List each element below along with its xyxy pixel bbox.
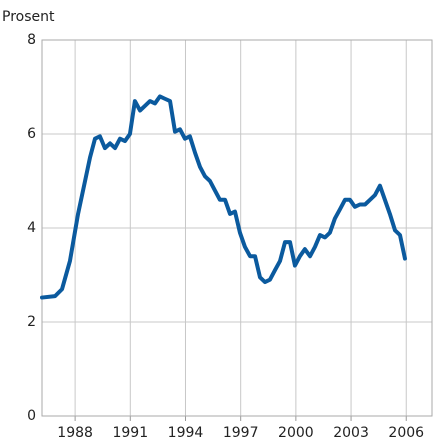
plot-frame: [41, 39, 433, 417]
data-line: [40, 94, 407, 300]
y-axis-label: Prosent: [2, 9, 55, 25]
x-tick-label: 1991: [112, 425, 148, 440]
x-tick-label: 1994: [168, 425, 204, 440]
y-tick-label: 0: [27, 408, 36, 424]
x-tick-label: 2006: [388, 425, 424, 440]
y-tick-label: 6: [27, 126, 36, 142]
x-tick-label: 2003: [333, 425, 369, 440]
x-tick-label: 1997: [223, 425, 259, 440]
y-tick-label: 4: [27, 220, 36, 236]
y-tick-label: 2: [27, 314, 36, 330]
x-tick-label: 2000: [278, 425, 314, 440]
y-tick-label: 8: [27, 32, 36, 48]
x-tick-label: 1988: [57, 425, 93, 440]
